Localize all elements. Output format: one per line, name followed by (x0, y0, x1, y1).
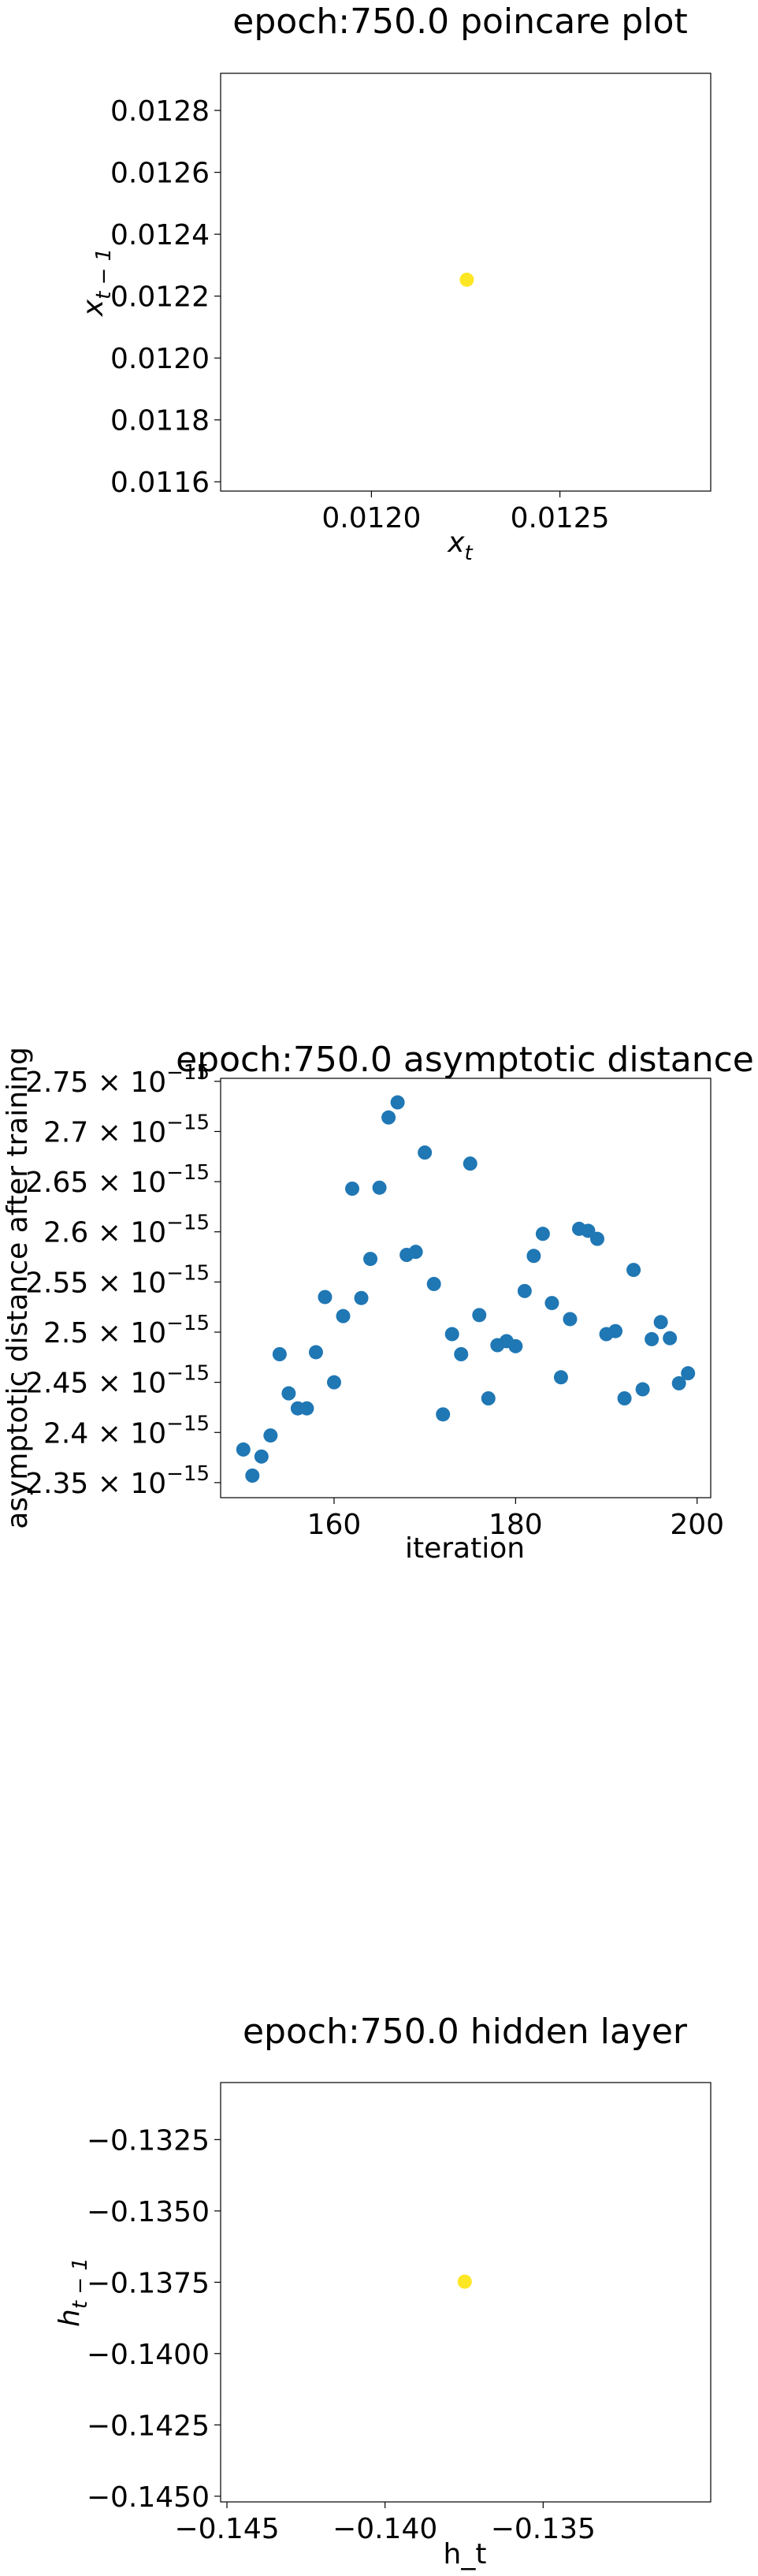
poincare-plot-y-tick-label: 0.0118 (110, 405, 210, 437)
hidden-layer-x-tick-label: −0.145 (174, 2513, 279, 2545)
hidden-layer-y-tick-label: −0.1325 (87, 2124, 210, 2157)
asymptotic-distance-y-tick-label: 2.4 × 10−15 (43, 1412, 210, 1450)
asymptotic-distance-y-axis-label: asymptotic distance after training (2, 1047, 34, 1529)
hidden-layer-y-tick-label: −0.1425 (87, 2410, 210, 2442)
asymptotic-distance-data-point (663, 1331, 678, 1346)
asymptotic-distance-data-point (472, 1308, 487, 1323)
asymptotic-distance-x-tick-label: 180 (489, 1509, 543, 1541)
asymptotic-distance-data-point (245, 1469, 260, 1483)
asymptotic-distance-data-point (635, 1382, 650, 1397)
asymptotic-distance-data-point (454, 1347, 469, 1361)
asymptotic-distance-data-point (463, 1156, 477, 1171)
asymptotic-distance-y-tick-label: 2.5 × 10−15 (43, 1312, 210, 1349)
asymptotic-distance-data-point (563, 1312, 578, 1327)
asymptotic-distance-data-point (336, 1308, 351, 1323)
asymptotic-distance-x-tick-label: 200 (670, 1509, 724, 1541)
asymptotic-distance-x-axis-label: iteration (405, 1532, 525, 1565)
asymptotic-distance-data-point (236, 1442, 251, 1457)
hidden-layer-y-tick-label: −0.1375 (87, 2267, 210, 2299)
poincare-plot-y-tick-label: 0.0128 (110, 95, 210, 128)
hidden-layer-title: epoch:750.0 hidden layer (243, 2012, 688, 2052)
asymptotic-distance-data-point (381, 1110, 396, 1125)
asymptotic-distance-data-point (390, 1095, 405, 1110)
asymptotic-distance-data-point (354, 1290, 369, 1305)
asymptotic-distance-data-point (617, 1391, 632, 1405)
poincare-plot-x-tick-label: 0.0120 (321, 502, 421, 534)
asymptotic-distance-data-point (326, 1375, 341, 1390)
poincare-plot-x-tick-label: 0.0125 (511, 502, 610, 534)
asymptotic-distance-data-point (544, 1296, 559, 1311)
asymptotic-distance-title: epoch:750.0 asymptotic distance (176, 1040, 754, 1080)
asymptotic-distance-data-point (553, 1370, 568, 1385)
asymptotic-distance-data-point (436, 1407, 451, 1422)
asymptotic-distance-data-point (408, 1245, 423, 1260)
hidden-layer-data-point (457, 2274, 472, 2289)
asymptotic-distance-data-point (681, 1366, 696, 1381)
hidden-layer-y-axis-label: ht − 1 (54, 2258, 92, 2327)
asymptotic-distance-data-point (308, 1345, 323, 1360)
asymptotic-distance-y-tick-label: 2.65 × 10−15 (25, 1161, 210, 1199)
poincare-plot-x-axis-label: xt (447, 527, 473, 565)
asymptotic-distance-data-point (263, 1428, 278, 1443)
asymptotic-distance-chart: epoch:750.0 asymptotic distance 2.35 × 1… (2, 1040, 754, 1565)
asymptotic-distance-data-point (299, 1401, 314, 1416)
poincare-plot-y-tick-label: 0.0122 (110, 281, 210, 314)
asymptotic-distance-data-point (254, 1449, 269, 1464)
asymptotic-distance-data-point (481, 1391, 496, 1405)
asymptotic-distance-data-point (363, 1252, 378, 1267)
poincare-plot-area (220, 73, 712, 492)
hidden-layer-x-axis-label: h_t (444, 2538, 487, 2570)
asymptotic-distance-y-tick-label: 2.35 × 10−15 (25, 1462, 210, 1500)
asymptotic-distance-y-tick-label: 2.75 × 10−15 (25, 1061, 210, 1099)
poincare-plot-y-tick-label: 0.0126 (110, 158, 210, 190)
asymptotic-distance-data-point (418, 1145, 433, 1160)
asymptotic-distance-data-point (653, 1315, 668, 1330)
hidden-layer-chart: epoch:750.0 hidden layer −0.1450 −0.1425 −… (54, 2012, 712, 2570)
asymptotic-distance-data-point (590, 1231, 605, 1246)
asymptotic-distance-y-tick-label: 2.45 × 10−15 (25, 1362, 210, 1400)
asymptotic-distance-data-point (426, 1276, 441, 1291)
asymptotic-distance-y-tick-label: 2.7 × 10−15 (43, 1111, 210, 1148)
asymptotic-distance-data-point (645, 1331, 660, 1346)
asymptotic-distance-data-point (517, 1283, 532, 1298)
hidden-layer-x-tick-label: −0.140 (333, 2513, 437, 2545)
asymptotic-distance-data-point (345, 1182, 360, 1196)
asymptotic-distance-data-point (581, 1223, 596, 1238)
hidden-layer-y-tick-label: −0.1400 (87, 2339, 210, 2371)
poincare-plot-y-tick-label: 0.0124 (110, 219, 210, 251)
asymptotic-distance-data-point (444, 1327, 459, 1342)
asymptotic-distance-data-point (281, 1386, 296, 1401)
asymptotic-distance-y-tick-label: 2.55 × 10−15 (25, 1261, 210, 1299)
asymptotic-distance-plot-area (220, 1078, 712, 1498)
hidden-layer-x-tick-label: −0.135 (491, 2513, 596, 2545)
poincare-plot-data-point (459, 272, 474, 287)
poincare-plot-y-axis-label: xt − 1 (77, 248, 116, 317)
asymptotic-distance-data-point (272, 1347, 287, 1361)
hidden-layer-y-tick-label: −0.1350 (87, 2196, 210, 2228)
asymptotic-distance-data-point (526, 1249, 541, 1264)
asymptotic-distance-data-point (626, 1263, 641, 1278)
poincare-plot-title: epoch:750.0 poincare plot (232, 2, 687, 42)
asymptotic-distance-x-tick-label: 160 (307, 1509, 362, 1541)
asymptotic-distance-data-point (318, 1290, 333, 1305)
asymptotic-distance-data-point (508, 1338, 523, 1353)
poincare-plot-chart: epoch:750.0 poincare plot 0.0116 0.0118 0.… (77, 2, 712, 565)
asymptotic-distance-data-point (608, 1323, 623, 1338)
asymptotic-distance-y-tick-label: 2.6 × 10−15 (43, 1212, 210, 1249)
hidden-layer-plot-area (220, 2082, 712, 2503)
asymptotic-distance-data-point (671, 1375, 686, 1390)
asymptotic-distance-data-point (535, 1227, 550, 1241)
hidden-layer-y-tick-label: −0.1450 (87, 2481, 210, 2514)
asymptotic-distance-data-point (372, 1180, 387, 1195)
poincare-plot-y-tick-label: 0.0120 (110, 343, 210, 375)
poincare-plot-y-tick-label: 0.0116 (110, 467, 210, 499)
